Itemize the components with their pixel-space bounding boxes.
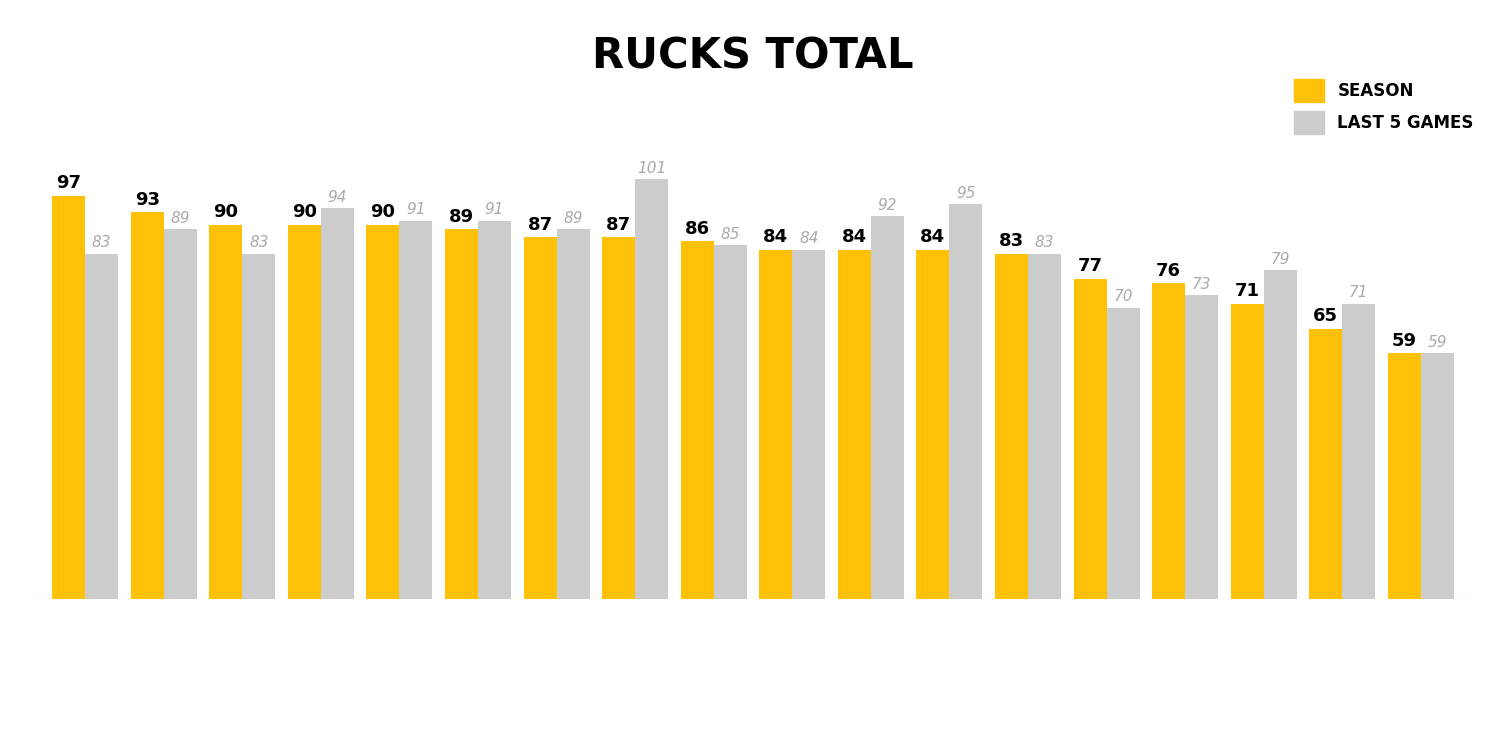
Text: 79: 79: [1271, 252, 1291, 267]
Bar: [399, 220, 432, 599]
Bar: [1342, 304, 1375, 599]
Text: 89: 89: [563, 210, 583, 226]
Bar: [681, 242, 714, 599]
Text: 101: 101: [637, 161, 666, 176]
Text: 84: 84: [800, 231, 819, 246]
Text: 91: 91: [485, 202, 505, 218]
Text: 84: 84: [842, 228, 867, 246]
Bar: [1029, 254, 1062, 599]
Text: 90: 90: [292, 204, 316, 221]
Bar: [242, 254, 276, 599]
Text: 70: 70: [1113, 290, 1133, 304]
Text: 90: 90: [370, 204, 396, 221]
Text: 97: 97: [56, 174, 81, 192]
Text: 94: 94: [328, 190, 346, 204]
Bar: [1309, 328, 1342, 599]
Bar: [86, 254, 117, 599]
Bar: [714, 245, 747, 599]
Bar: [164, 228, 197, 599]
Bar: [444, 228, 477, 599]
Bar: [557, 228, 589, 599]
Text: 89: 89: [449, 207, 474, 226]
Bar: [949, 204, 982, 599]
Text: 83: 83: [1035, 236, 1054, 250]
Text: 83: 83: [248, 236, 268, 250]
Text: 71: 71: [1235, 283, 1259, 300]
Bar: [602, 237, 636, 599]
Text: 83: 83: [998, 232, 1024, 250]
Text: 83: 83: [92, 236, 111, 250]
Bar: [131, 212, 164, 599]
Text: RUCKS TOTAL: RUCKS TOTAL: [592, 35, 914, 77]
Bar: [792, 250, 825, 599]
Bar: [837, 250, 870, 599]
Bar: [1230, 304, 1264, 599]
Text: 91: 91: [407, 202, 426, 218]
Bar: [1185, 296, 1218, 599]
Bar: [1107, 308, 1140, 599]
Text: 90: 90: [214, 204, 238, 221]
Bar: [524, 237, 557, 599]
Text: 73: 73: [1191, 277, 1211, 292]
Text: 76: 76: [1157, 261, 1181, 280]
Text: 84: 84: [764, 228, 788, 246]
Bar: [366, 225, 399, 599]
Bar: [1074, 279, 1107, 599]
Bar: [759, 250, 792, 599]
Bar: [870, 216, 904, 599]
Bar: [1152, 283, 1185, 599]
Text: 77: 77: [1078, 258, 1102, 275]
Text: 84: 84: [920, 228, 946, 246]
Bar: [636, 179, 669, 599]
Text: 95: 95: [956, 185, 976, 201]
Text: 92: 92: [878, 198, 898, 213]
Text: 59: 59: [1392, 332, 1417, 350]
Text: 86: 86: [685, 220, 709, 238]
Bar: [1420, 353, 1453, 599]
Bar: [288, 225, 321, 599]
Bar: [1264, 270, 1297, 599]
Text: 71: 71: [1349, 285, 1369, 300]
Text: 65: 65: [1313, 307, 1339, 326]
Bar: [1389, 353, 1420, 599]
Bar: [321, 208, 354, 599]
Text: 87: 87: [605, 216, 631, 234]
Bar: [477, 220, 511, 599]
Bar: [917, 250, 949, 599]
Bar: [995, 254, 1029, 599]
Legend: SEASON, LAST 5 GAMES: SEASON, LAST 5 GAMES: [1286, 70, 1482, 142]
Bar: [53, 196, 86, 599]
Text: 59: 59: [1428, 335, 1447, 350]
Text: 87: 87: [527, 216, 553, 234]
Text: 93: 93: [134, 191, 160, 209]
Bar: [209, 225, 242, 599]
Text: 85: 85: [720, 227, 739, 242]
Text: 89: 89: [170, 210, 190, 226]
